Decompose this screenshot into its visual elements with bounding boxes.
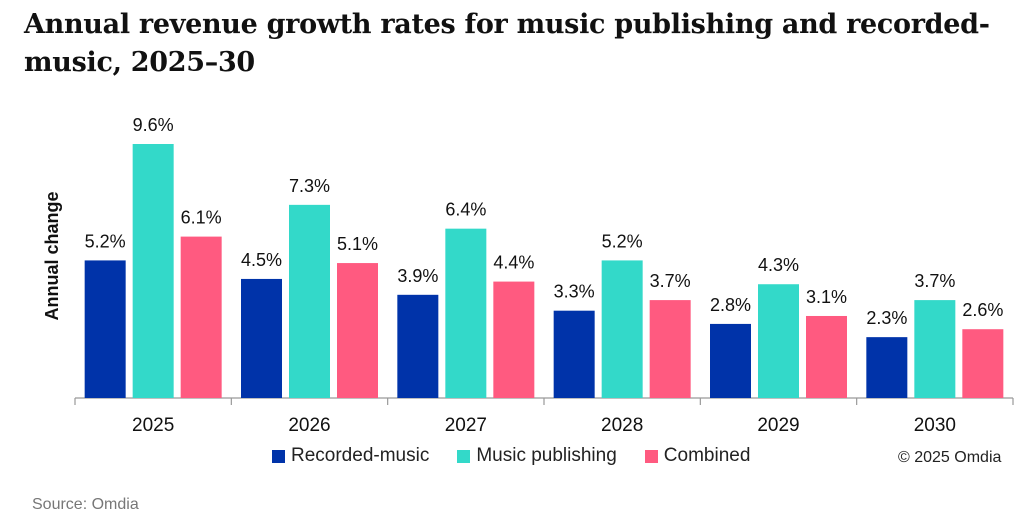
x-tick-label-2028: 2028 [601,415,643,436]
bar-music-publishing-2030 [914,300,956,398]
legend-item-combined: Combined [644,445,751,467]
bar-combined-2029 [806,315,847,398]
bar-recorded-music-2026 [241,278,282,398]
legend-label-combined: Combined [663,445,751,466]
data-label-combined-2026: 5.1% [337,234,378,254]
data-label-recorded-music-2030: 2.3% [866,308,907,328]
bar-music-publishing-2028 [601,260,643,398]
bar-recorded-music-2029 [710,323,751,398]
bar-music-publishing-2026 [289,204,330,398]
data-label-music-publishing-2029: 4.3% [758,255,799,275]
legend-label-music-publishing: Music publishing [476,445,617,466]
legend-swatch-music-publishing [457,449,471,463]
chart-title: Annual revenue growth rates for music pu… [24,9,990,78]
data-label-music-publishing-2027: 6.4% [445,200,486,220]
bar-combined-2030 [962,329,1004,398]
bar-recorded-music-2027 [397,294,439,398]
data-label-recorded-music-2029: 2.8% [710,295,751,315]
data-label-music-publishing-2028: 5.2% [602,231,643,251]
data-label-combined-2029: 3.1% [806,287,847,307]
bar-music-publishing-2027 [445,228,487,398]
x-tick-label-2025: 2025 [132,415,174,436]
bar-recorded-music-2030 [866,337,908,398]
x-tick-label-2030: 2030 [914,415,956,436]
y-axis-label: Annual change [42,191,62,320]
bar-combined-2028 [649,300,691,398]
bar-music-publishing-2029 [758,284,799,398]
data-label-recorded-music-2028: 3.3% [554,282,595,302]
legend-item-recorded-music: Recorded-music [272,445,429,467]
legend-swatch-combined [644,449,658,463]
x-tick-label-2026: 2026 [288,415,330,436]
bar-combined-2026 [337,263,378,398]
data-label-music-publishing-2026: 7.3% [289,176,330,196]
source-note: Source: Omdia [32,496,139,513]
chart-legend: Recorded-music Music publishing Combined [272,445,778,467]
legend-swatch-recorded-music [272,449,285,463]
x-tick-label-2027: 2027 [445,415,487,436]
legend-item-music-publishing: Music publishing [457,445,617,467]
data-label-combined-2030: 2.6% [962,300,1003,320]
data-label-music-publishing-2030: 3.7% [914,271,955,291]
x-tick-label-2029: 2029 [757,415,799,436]
legend-label-recorded-music: Recorded-music [291,445,430,466]
data-label-music-publishing-2025: 9.6% [133,115,174,135]
bar-recorded-music-2028 [553,310,595,398]
data-label-recorded-music-2027: 3.9% [397,266,438,286]
bar-combined-2027 [493,281,535,398]
bar-combined-2025 [180,236,222,398]
data-label-recorded-music-2026: 4.5% [241,250,282,270]
data-label-combined-2028: 3.7% [650,271,691,291]
bar-music-publishing-2025 [132,144,174,398]
data-label-combined-2025: 6.1% [181,208,222,228]
bar-recorded-music-2025 [84,260,126,398]
data-label-combined-2027: 4.4% [493,253,534,273]
data-label-recorded-music-2025: 5.2% [85,231,126,251]
copyright-notice: © 2025 Omdia [898,449,1002,466]
